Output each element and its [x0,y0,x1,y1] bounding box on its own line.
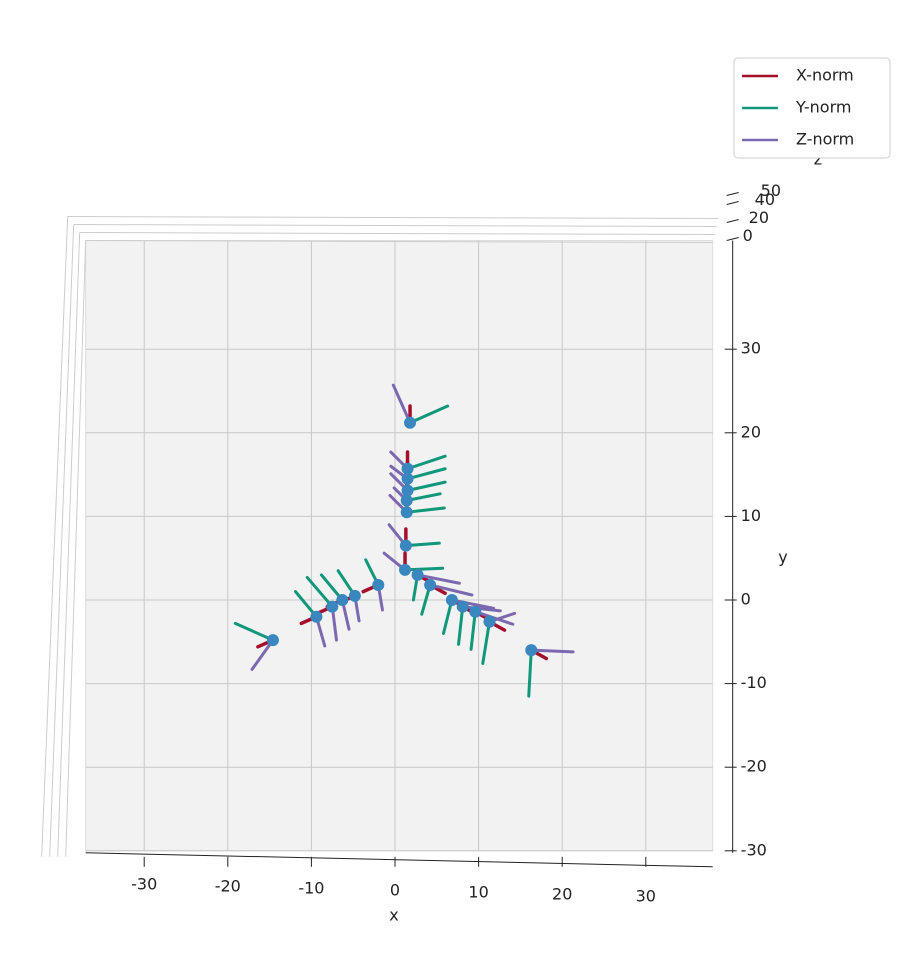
normal-segment [408,404,450,425]
box-edge [41,216,69,857]
z-tick-label: 20 [749,208,769,227]
normal-segment [428,583,474,597]
point [401,484,414,497]
box-edge [57,232,81,857]
point [401,462,414,475]
y-tick-label: -30 [741,840,767,859]
normal-segment [406,454,447,471]
point [404,416,417,429]
normal-segment [391,383,412,425]
x-tick-label: 0 [390,880,400,899]
point [469,605,482,618]
normal-segment [481,620,491,666]
x-axis-label: x [389,906,398,925]
point [400,506,413,519]
x-tick-label: -30 [131,874,157,893]
panel [85,240,714,852]
box-edge [65,240,87,857]
point [483,615,496,628]
normal-segment [469,610,477,651]
point [372,578,385,591]
y-tick-label: 10 [741,506,761,525]
point [310,610,323,623]
point [266,634,279,647]
z-tick-label: 50 [761,181,781,200]
point [336,594,349,606]
point [525,644,538,657]
normal-segment [461,605,502,613]
z-axis-label: z [814,150,822,169]
y-tick-label: -10 [741,673,767,692]
tick-mark [726,219,739,224]
box-edge [79,232,715,236]
legend: X-norm Y-norm Z-norm [733,57,891,159]
normal-segment [305,575,334,609]
legend-label: X-norm [796,66,854,85]
x-tick-label: -10 [298,878,324,897]
x-tick-label: 30 [636,886,656,905]
normal-segment [405,506,446,514]
tick-mark [726,201,739,206]
y-tick-label: 20 [741,422,761,441]
point [401,472,414,485]
normal-segment [527,648,533,698]
tick-mark [726,192,739,197]
normal-segment [450,598,496,610]
normal-segment [233,621,275,642]
axis-line [85,852,713,868]
point [445,594,458,606]
y-tick-label: -20 [741,757,767,776]
x-tick-label: 10 [468,882,488,901]
x-tick-label: 20 [552,884,572,903]
legend-label: Z-norm [796,130,854,149]
normal-segment [406,467,447,481]
point [456,600,469,613]
point [326,600,339,613]
x-tick-label: -20 [215,876,241,895]
normal-segment [457,605,465,646]
y-tick-label: 30 [741,339,761,358]
point [348,589,361,602]
point [399,563,412,576]
point [424,578,437,591]
y-tick-label: 0 [741,590,751,609]
box-edge [73,224,717,228]
normal-segment [403,566,445,572]
y-axis-label: y [778,548,787,567]
z-tick-label: 40 [755,190,775,209]
point [411,568,424,581]
box-edge [67,216,719,220]
normal-segment [406,480,447,492]
box-edge [85,240,713,244]
legend-box [733,57,891,159]
z-tick-label: 0 [743,226,753,245]
point [400,494,413,507]
box-edge [49,224,75,857]
normal-segment [416,573,461,585]
legend-label: Y-norm [795,98,851,117]
point [399,539,412,552]
normal-segment [529,648,575,654]
tick-mark [726,237,739,242]
